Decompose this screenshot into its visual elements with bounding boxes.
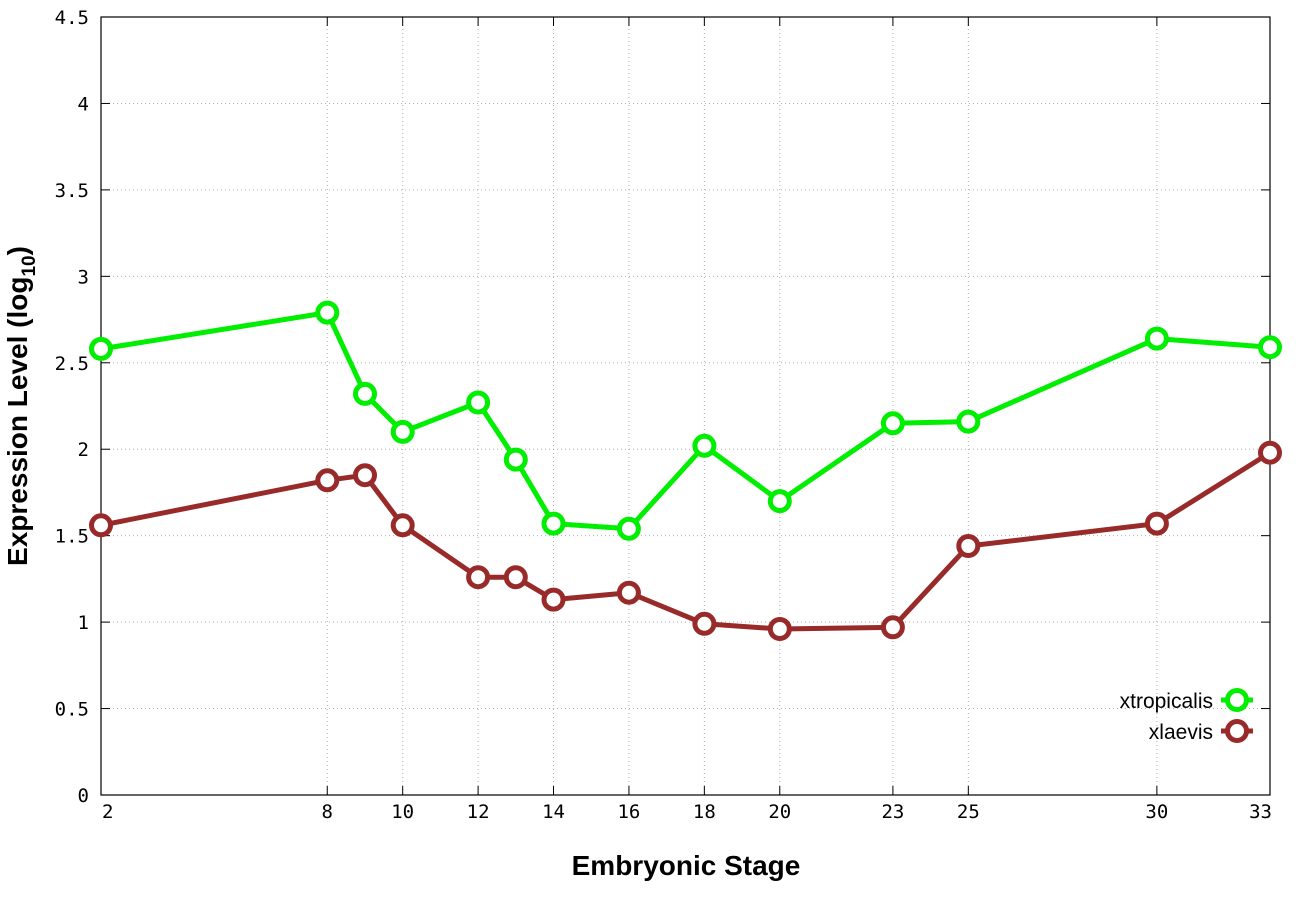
x-tick-label: 14 [542, 801, 565, 823]
series-line-xtropicalis [100, 310, 1271, 532]
data-point-xtropicalis [1258, 335, 1282, 360]
data-point-xtropicalis [315, 300, 340, 325]
x-axis-title: Embryonic Stage [572, 850, 801, 881]
axis-ticks: 0 0.5 1 1.5 2 2.5 3 3.5 4 4.5 2 8 10 12 14 16 18 20 23 25 30… [55, 7, 1272, 823]
data-point-xlaevis [1258, 440, 1282, 465]
data-point-xtropicalis [767, 489, 792, 514]
y-axis-title: Expression Level (log10) [2, 246, 40, 566]
data-point-xlaevis [315, 468, 340, 493]
legend: xtropicalis xlaevis [1120, 688, 1253, 744]
legend-marker-xlaevis [1225, 719, 1249, 743]
y-tick-label: 4.5 [55, 7, 89, 29]
x-tick-label: 20 [768, 801, 791, 823]
series-line-xlaevis [100, 450, 1272, 632]
x-tick-label: 10 [391, 801, 414, 823]
legend-label-xlaevis: xlaevis [1149, 721, 1213, 744]
data-point-xlaevis [390, 513, 415, 538]
y-tick-label: 2 [78, 439, 89, 461]
legend-label-xtropicalis: xtropicalis [1120, 690, 1213, 713]
data-point-xtropicalis [1144, 326, 1169, 351]
y-tick-label: 0 [78, 785, 89, 807]
data-point-xlaevis [503, 565, 528, 590]
data-point-xtropicalis [390, 419, 415, 444]
x-tick-label: 30 [1145, 801, 1168, 823]
legend-marker-xtropicalis [1225, 688, 1249, 712]
data-point-xtropicalis [503, 447, 528, 472]
y-tick-label: 3.5 [55, 180, 89, 202]
y-tick-label: 4 [78, 93, 89, 115]
data-point-xtropicalis [466, 390, 491, 415]
grid-lines [101, 17, 1270, 795]
x-tick-label: 33 [1249, 801, 1272, 823]
data-point-xlaevis [466, 565, 491, 590]
plot-area-border [100, 16, 1271, 796]
data-point-xtropicalis [353, 381, 377, 406]
data-point-xlaevis [880, 615, 905, 640]
x-tick-label: 18 [693, 801, 716, 823]
data-point-xtropicalis [880, 411, 905, 436]
x-tick-label: 25 [957, 801, 980, 823]
y-axis-title-close: ) [2, 246, 33, 255]
y-tick-label: 0.5 [55, 699, 89, 721]
data-point-xtropicalis [956, 409, 981, 434]
data-point-xtropicalis [692, 433, 717, 458]
x-tick-label: 8 [322, 801, 333, 823]
data-point-xlaevis [956, 534, 981, 558]
x-tick-label: 23 [881, 801, 904, 823]
x-tick-label: 12 [467, 801, 490, 823]
data-point-xtropicalis [616, 516, 641, 541]
y-axis-title-subscript: 10 [19, 255, 40, 276]
data-point-xlaevis [616, 580, 641, 605]
x-tick-label: 2 [102, 801, 113, 823]
y-tick-label: 1 [78, 612, 89, 634]
data-point-xlaevis [1144, 511, 1169, 536]
data-point-xtropicalis [541, 511, 566, 536]
y-tick-label: 2.5 [55, 353, 89, 375]
data-point-xlaevis [692, 611, 717, 636]
data-point-xlaevis [89, 513, 113, 538]
x-tick-label: 16 [617, 801, 640, 823]
data-point-xlaevis [353, 463, 377, 488]
series-lines [89, 300, 1282, 641]
y-tick-label: 1.5 [55, 526, 89, 548]
data-point-xlaevis [541, 587, 566, 612]
y-axis-title-main: Expression Level (log [2, 277, 33, 566]
data-point-xtropicalis [89, 336, 113, 361]
data-point-xlaevis [767, 617, 792, 641]
y-tick-label: 3 [78, 266, 89, 288]
